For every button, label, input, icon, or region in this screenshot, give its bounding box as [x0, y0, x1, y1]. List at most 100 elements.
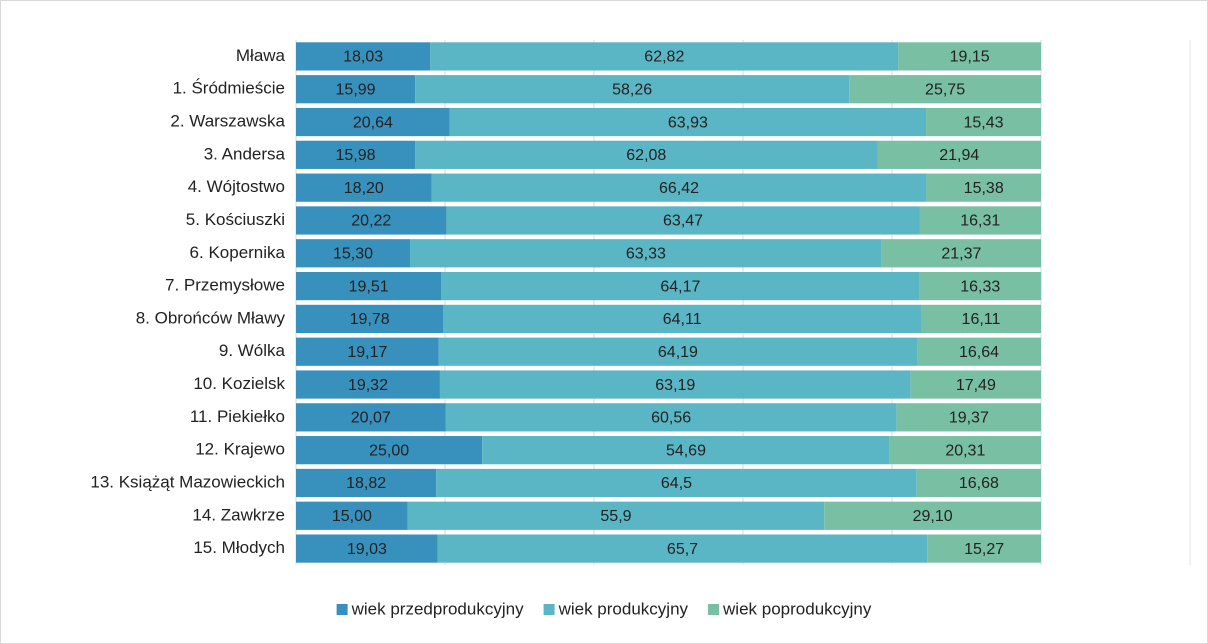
value-label: 21,37 [941, 246, 981, 263]
category-label: 2. Warszawska [170, 112, 285, 131]
value-label: 65,7 [667, 541, 698, 558]
value-label: 64,11 [663, 311, 702, 328]
legend-label: wiek produkcyjny [558, 599, 689, 618]
value-label: 64,5 [661, 475, 692, 492]
value-label: 16,31 [960, 213, 1000, 230]
value-label: 15,00 [332, 508, 372, 525]
bar-segment [896, 403, 1041, 432]
bar-segment [407, 501, 825, 530]
bar-segment [849, 75, 1041, 104]
legend-swatch [543, 604, 555, 615]
value-label: 21,94 [939, 147, 979, 164]
value-label: 19,37 [949, 410, 989, 427]
value-label: 16,33 [960, 278, 1000, 295]
value-label: 63,93 [668, 114, 708, 131]
bar-segment [919, 206, 1041, 235]
bar-segment [919, 271, 1042, 301]
value-label: 15,43 [963, 114, 1003, 131]
bar-segment [898, 42, 1041, 71]
bar-segment [917, 337, 1041, 366]
bar-segment [877, 140, 1041, 169]
bar-segment [824, 501, 1041, 530]
category-label: 13. Książąt Mazowieckich [90, 472, 285, 491]
bar-segment [926, 107, 1041, 137]
bar-segment [927, 534, 1041, 563]
value-label: 63,33 [626, 246, 666, 263]
bar-segment [296, 337, 439, 366]
value-label: 29,10 [913, 508, 953, 525]
value-label: 15,27 [964, 541, 1004, 558]
bar-segment [920, 304, 1041, 334]
value-label: 19,03 [347, 541, 387, 558]
legend-swatch [336, 604, 348, 615]
bar-segment [445, 403, 897, 432]
value-label: 60,56 [651, 410, 691, 427]
bar-segment [415, 75, 850, 104]
bar-segment [296, 206, 447, 235]
category-label: 4. Wójtostwo [188, 177, 285, 196]
category-label: 10. Kozielsk [193, 374, 285, 393]
bar-segment [437, 534, 928, 563]
bar-segment [296, 370, 440, 399]
bar-segment [431, 173, 927, 202]
category-label: 7. Przemysłowe [165, 276, 285, 295]
bar-segment [296, 75, 416, 104]
value-label: 20,22 [351, 213, 391, 230]
value-label: 16,64 [959, 344, 999, 361]
bar-segment [296, 304, 444, 334]
value-label: 19,78 [350, 311, 390, 328]
bar-segment [296, 140, 416, 169]
category-label: 15. Młodych [193, 538, 285, 557]
value-label: 63,47 [663, 213, 703, 230]
bar-segment [436, 468, 917, 498]
value-label: 58,26 [612, 81, 652, 98]
value-label: 64,17 [660, 278, 700, 295]
value-label: 62,08 [626, 147, 666, 164]
bar-segment [443, 304, 921, 334]
value-label: 20,31 [945, 442, 985, 459]
value-label: 19,17 [347, 344, 387, 361]
legend-swatch [708, 604, 720, 615]
bar-segment [296, 436, 483, 465]
bar-segment [296, 403, 446, 432]
value-label: 19,51 [349, 278, 389, 295]
value-label: 16,11 [962, 311, 1001, 328]
legend-label: wiek poprodukcyjny [722, 599, 872, 618]
value-label: 20,07 [351, 410, 391, 427]
value-label: 15,30 [333, 246, 373, 263]
bar-segment [296, 42, 431, 71]
category-label: 12. Krajewo [195, 440, 285, 459]
value-label: 15,98 [336, 147, 376, 164]
value-label: 16,68 [959, 475, 999, 492]
bar-segment [441, 271, 920, 301]
value-label: 55,9 [600, 508, 631, 525]
value-label: 19,15 [950, 49, 990, 66]
bar-segment [296, 468, 437, 498]
value-label: 18,82 [346, 475, 386, 492]
bar-segment [881, 239, 1041, 268]
bar-segment [296, 239, 410, 268]
category-label: 14. Zawkrze [192, 505, 285, 524]
value-label: 25,75 [925, 81, 965, 98]
bar-segment [296, 501, 408, 530]
category-label: 11. Piekiełko [190, 407, 285, 426]
category-label: Mława [236, 46, 286, 65]
bar-segment [296, 534, 438, 563]
bar-segment [296, 107, 450, 137]
category-label: 8. Obrońców Mławy [136, 308, 286, 327]
bar-segment [296, 173, 432, 202]
value-label: 62,82 [644, 49, 684, 66]
category-label: 6. Kopernika [190, 243, 286, 262]
bar-segment [439, 370, 911, 399]
value-label: 19,32 [348, 377, 388, 394]
bar-segment [446, 206, 920, 235]
value-label: 18,03 [343, 49, 383, 66]
value-label: 15,99 [336, 81, 376, 98]
value-label: 63,19 [655, 377, 695, 394]
bar-segment [430, 42, 899, 71]
bar-segment [449, 107, 927, 137]
bar-segment [889, 436, 1041, 465]
value-label: 66,42 [659, 180, 699, 197]
bar-segment [910, 370, 1041, 399]
